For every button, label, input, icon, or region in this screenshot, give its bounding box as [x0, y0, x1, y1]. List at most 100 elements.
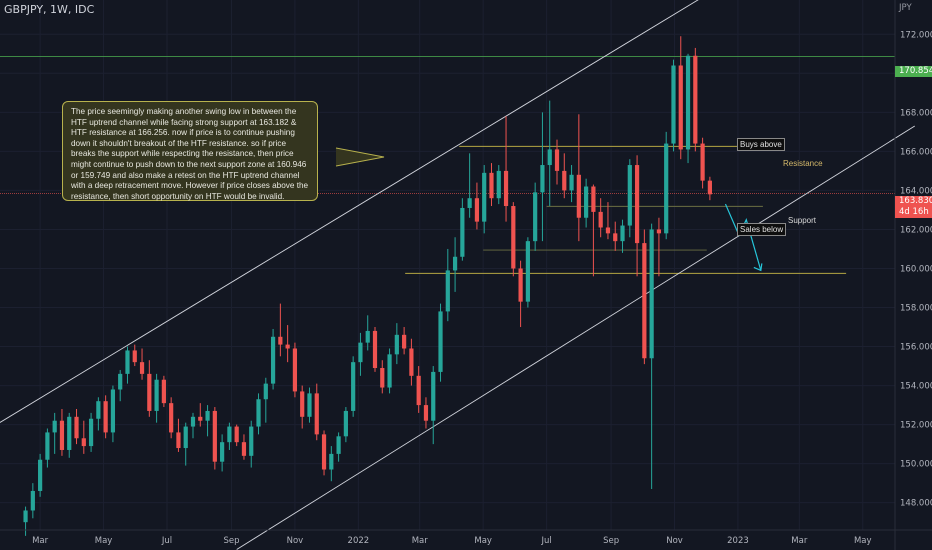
candle-body	[533, 192, 538, 242]
candle-body	[642, 243, 647, 359]
candle-body	[416, 375, 421, 406]
candle-body	[118, 373, 123, 390]
candle-body	[161, 379, 166, 404]
candle-body	[372, 330, 378, 369]
candle-body	[474, 198, 480, 222]
candle-body	[249, 426, 254, 456]
candle-body	[154, 379, 159, 411]
y-tick-label: 164.000	[900, 186, 932, 196]
x-tick-label: Jul	[540, 536, 551, 546]
candle-body	[685, 55, 691, 150]
candle-body	[234, 426, 239, 443]
candle-body	[613, 233, 618, 242]
candle-body	[74, 416, 79, 439]
candle-body	[576, 174, 581, 218]
y-tick-label: 148.000	[900, 499, 932, 509]
x-tick-label: Nov	[287, 536, 304, 546]
candle-body	[671, 65, 676, 144]
candle-body	[518, 268, 523, 302]
candle-body	[700, 143, 705, 181]
x-tick-label: Sep	[603, 536, 619, 546]
candle-body	[190, 416, 196, 427]
candle-body	[503, 170, 509, 207]
candle-body	[678, 65, 683, 150]
candle-body	[59, 420, 65, 450]
candle-body	[445, 270, 450, 312]
candle-body	[45, 432, 50, 460]
candle-body	[664, 143, 669, 234]
candle-body	[591, 186, 596, 212]
candle-body	[169, 403, 174, 433]
candle-body	[285, 344, 290, 349]
candle-body	[220, 442, 225, 462]
x-tick-label: May	[474, 536, 492, 546]
x-tick-label: Mar	[791, 536, 808, 546]
candle-body	[365, 330, 370, 343]
x-tick-label: May	[95, 536, 113, 546]
candle-body	[562, 170, 567, 191]
candle-body	[198, 416, 203, 421]
current-price-label: 163.830	[895, 196, 932, 207]
candle-body	[569, 174, 574, 191]
currency-label: JPY	[899, 3, 912, 13]
candle-body	[176, 432, 181, 449]
y-tick-label: 154.000	[900, 382, 932, 392]
candle-body	[241, 442, 247, 456]
candle-body	[467, 198, 472, 208]
y-tick-label: 158.000	[900, 304, 932, 314]
analysis-note[interactable]: The price seemingly making another swing…	[62, 101, 318, 201]
candle-body	[139, 362, 145, 374]
candle-body	[489, 172, 494, 199]
y-tick-label: 168.000	[900, 108, 932, 118]
candle-body	[278, 336, 283, 345]
x-tick-label: Nov	[666, 536, 683, 546]
support-label: Support	[788, 216, 817, 225]
candle-body	[270, 336, 276, 384]
bar-countdown-label: 4d 16h	[895, 207, 932, 218]
analysis-note-text: The price seemingly making another swing…	[71, 107, 309, 201]
candle-body	[52, 420, 57, 433]
candle-body	[263, 383, 268, 400]
resistance-label: Resistance	[783, 159, 823, 168]
candle-body	[584, 186, 589, 218]
candle-body	[693, 55, 698, 144]
time-axis[interactable]: Mar May Jul Sep Nov 2022 Mar May Jul Sep Nov 2023 Ma…	[0, 529, 932, 546]
candle-body	[205, 410, 210, 421]
channel-lower-line	[236, 125, 915, 550]
candle-body	[423, 405, 429, 421]
candle-body	[38, 459, 43, 491]
y-tick-label: 152.000	[900, 421, 932, 431]
candle-body	[620, 225, 625, 242]
candle-body	[707, 180, 712, 195]
x-tick-label: Sep	[223, 536, 239, 546]
candle-body	[183, 426, 188, 449]
y-tick-label: 150.000	[900, 460, 932, 470]
candle-body	[525, 241, 530, 302]
candle-body	[649, 229, 654, 359]
candle-body	[336, 436, 341, 454]
note-pointer	[335, 147, 385, 167]
y-tick-label: 162.000	[900, 225, 932, 235]
candle-body	[402, 334, 407, 349]
candle-body	[329, 453, 334, 470]
candle-body	[482, 172, 487, 222]
high-price-label: 170.854	[895, 66, 932, 77]
candle-body	[605, 227, 611, 234]
y-tick-label: 166.000	[900, 147, 932, 157]
y-tick-label: 160.000	[900, 264, 932, 274]
candle-body	[460, 207, 465, 257]
candle-body	[227, 426, 232, 443]
candle-body	[321, 434, 327, 470]
price-axis[interactable]: 172.000170.000168.000166.000164.000162.0…	[894, 0, 932, 550]
candle-body	[88, 418, 94, 447]
sales-below-tag: Sales below	[737, 223, 787, 236]
channel-upper-line	[0, 0, 699, 423]
candle-body	[431, 371, 436, 421]
candle-body	[300, 391, 305, 417]
chart-grid	[0, 0, 895, 530]
candle-body	[110, 389, 116, 433]
candle-body	[351, 362, 356, 411]
x-tick-label: 2022	[348, 536, 370, 546]
